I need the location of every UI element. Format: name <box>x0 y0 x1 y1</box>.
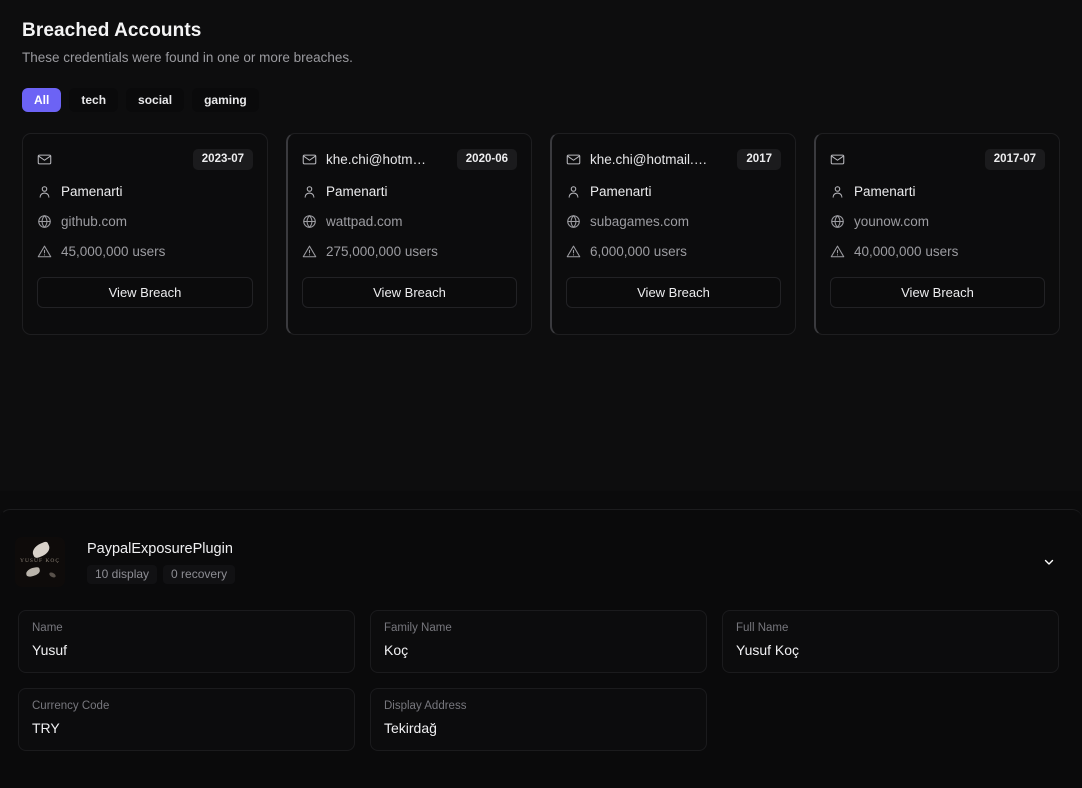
breach-card-domain: subagames.com <box>590 213 690 229</box>
field-label: Full Name <box>736 622 789 634</box>
plugin-chip-list: 10 display 0 recovery <box>87 565 236 584</box>
mail-icon <box>830 152 845 167</box>
mail-icon <box>37 152 52 167</box>
field-name[interactable]: Name Yusuf <box>18 610 355 673</box>
breach-card[interactable]: khe.chi@hotmail.… 2017 Pamenarti subagam… <box>550 133 796 335</box>
page-title: Breached Accounts <box>22 20 202 41</box>
plugin-logo: YUSUF KOÇ <box>15 537 65 587</box>
field-value: TRY <box>32 720 60 736</box>
breach-card-email: khe.chi@hotm… <box>302 152 426 167</box>
breach-card-username: Pamenarti <box>590 183 652 199</box>
page-subtitle: These credentials were found in one or m… <box>22 50 353 65</box>
breach-card-header: 2017-07 <box>830 148 1045 170</box>
breach-card-email-text: khe.chi@hotm… <box>326 151 426 167</box>
breach-card-grid: 2023-07 Pamenarti github.com <box>22 133 1060 335</box>
warning-triangle-icon <box>37 244 52 259</box>
field-full-name[interactable]: Full Name Yusuf Koç <box>722 610 1059 673</box>
field-value: Koç <box>384 642 409 658</box>
breach-card-header: khe.chi@hotm… 2020-06 <box>302 148 517 170</box>
field-label: Name <box>32 622 63 634</box>
field-value: Yusuf Koç <box>736 642 800 658</box>
globe-icon <box>566 214 581 229</box>
filter-tab-gaming[interactable]: gaming <box>192 88 259 112</box>
user-icon <box>566 184 581 199</box>
user-icon <box>37 184 52 199</box>
plugin-name: PaypalExposurePlugin <box>87 541 233 557</box>
user-icon <box>302 184 317 199</box>
field-label: Display Address <box>384 700 467 712</box>
view-breach-button[interactable]: View Breach <box>37 277 253 308</box>
breach-card-email <box>37 152 61 167</box>
field-label: Family Name <box>384 622 452 634</box>
breach-card-domain-row: younow.com <box>830 212 1045 230</box>
breached-accounts-section: Breached Accounts These credentials were… <box>22 20 1060 335</box>
field-label: Currency Code <box>32 700 110 712</box>
breach-card[interactable]: 2017-07 Pamenarti younow.com <box>814 133 1060 335</box>
breach-card-user-row: Pamenarti <box>830 182 1045 200</box>
field-family-name[interactable]: Family Name Koç <box>370 610 707 673</box>
plugin-logo-text: YUSUF KOÇ <box>19 558 61 564</box>
filter-tab-tech[interactable]: tech <box>69 88 119 112</box>
chevron-down-icon <box>1042 555 1057 570</box>
filter-tab-all[interactable]: All <box>22 88 62 112</box>
breach-card-email-text: khe.chi@hotmail.… <box>590 151 708 167</box>
warning-triangle-icon <box>302 244 317 259</box>
field-display-address[interactable]: Display Address Tekirdağ <box>370 688 707 751</box>
breach-card-users-row: 45,000,000 users <box>37 242 253 260</box>
breach-card-domain-row: github.com <box>37 212 253 230</box>
breach-card-users-row: 40,000,000 users <box>830 242 1045 260</box>
breach-card[interactable]: khe.chi@hotm… 2020-06 Pamenarti wattpad.… <box>286 133 532 335</box>
warning-triangle-icon <box>566 244 581 259</box>
plugin-field-grid: Name Yusuf Family Name Koç Full Name Yus… <box>1 598 1082 751</box>
breach-date-badge: 2017-07 <box>984 148 1045 170</box>
view-breach-button[interactable]: View Breach <box>566 277 781 308</box>
breach-card-username: Pamenarti <box>854 183 916 199</box>
breach-card-user-count: 45,000,000 users <box>61 243 166 259</box>
breach-card-user-row: Pamenarti <box>302 182 517 200</box>
user-icon <box>830 184 845 199</box>
view-breach-button[interactable]: View Breach <box>830 277 1045 308</box>
view-breach-button[interactable]: View Breach <box>302 277 517 308</box>
breach-card-email <box>830 152 854 167</box>
breach-card-user-count: 275,000,000 users <box>326 243 438 259</box>
breach-card-domain: github.com <box>61 213 128 229</box>
breach-card-header: 2023-07 <box>37 148 253 170</box>
breach-card-user-count: 6,000,000 users <box>590 243 687 259</box>
breach-card-user-count: 40,000,000 users <box>854 243 959 259</box>
globe-icon <box>37 214 52 229</box>
breach-card-domain-row: subagames.com <box>566 212 781 230</box>
filter-tab-list: All tech social gaming <box>22 88 1060 112</box>
breach-card-username: Pamenarti <box>326 183 388 199</box>
breach-card-username: Pamenarti <box>61 183 123 199</box>
plugin-header[interactable]: YUSUF KOÇ PaypalExposurePlugin 10 displa… <box>1 510 1082 598</box>
field-currency-code[interactable]: Currency Code TRY <box>18 688 355 751</box>
plugin-expand-button[interactable] <box>1036 549 1062 575</box>
globe-icon <box>302 214 317 229</box>
breach-card-users-row: 6,000,000 users <box>566 242 781 260</box>
breach-date-badge: 2023-07 <box>192 148 253 170</box>
mail-icon <box>302 152 317 167</box>
breach-card-domain-row: wattpad.com <box>302 212 517 230</box>
plugin-panel: YUSUF KOÇ PaypalExposurePlugin 10 displa… <box>0 509 1082 788</box>
warning-triangle-icon <box>830 244 845 259</box>
field-value: Yusuf <box>32 642 68 658</box>
breach-card[interactable]: 2023-07 Pamenarti github.com <box>22 133 268 335</box>
breach-card-domain: wattpad.com <box>326 213 403 229</box>
plugin-chip-recovery: 0 recovery <box>163 565 236 584</box>
field-value: Tekirdağ <box>384 720 437 736</box>
filter-tab-social[interactable]: social <box>126 88 185 112</box>
breach-card-domain: younow.com <box>854 213 930 229</box>
plugin-chip-display: 10 display <box>87 565 158 584</box>
mail-icon <box>566 152 581 167</box>
breach-card-users-row: 275,000,000 users <box>302 242 517 260</box>
breach-card-user-row: Pamenarti <box>566 182 781 200</box>
breach-card-user-row: Pamenarti <box>37 182 253 200</box>
breach-date-badge: 2017 <box>737 148 781 170</box>
breach-card-email: khe.chi@hotmail.… <box>566 152 707 167</box>
breach-date-badge: 2020-06 <box>456 148 517 170</box>
globe-icon <box>830 214 845 229</box>
breach-card-header: khe.chi@hotmail.… 2017 <box>566 148 781 170</box>
plugin-meta: PaypalExposurePlugin 10 display 0 recove… <box>87 540 236 584</box>
